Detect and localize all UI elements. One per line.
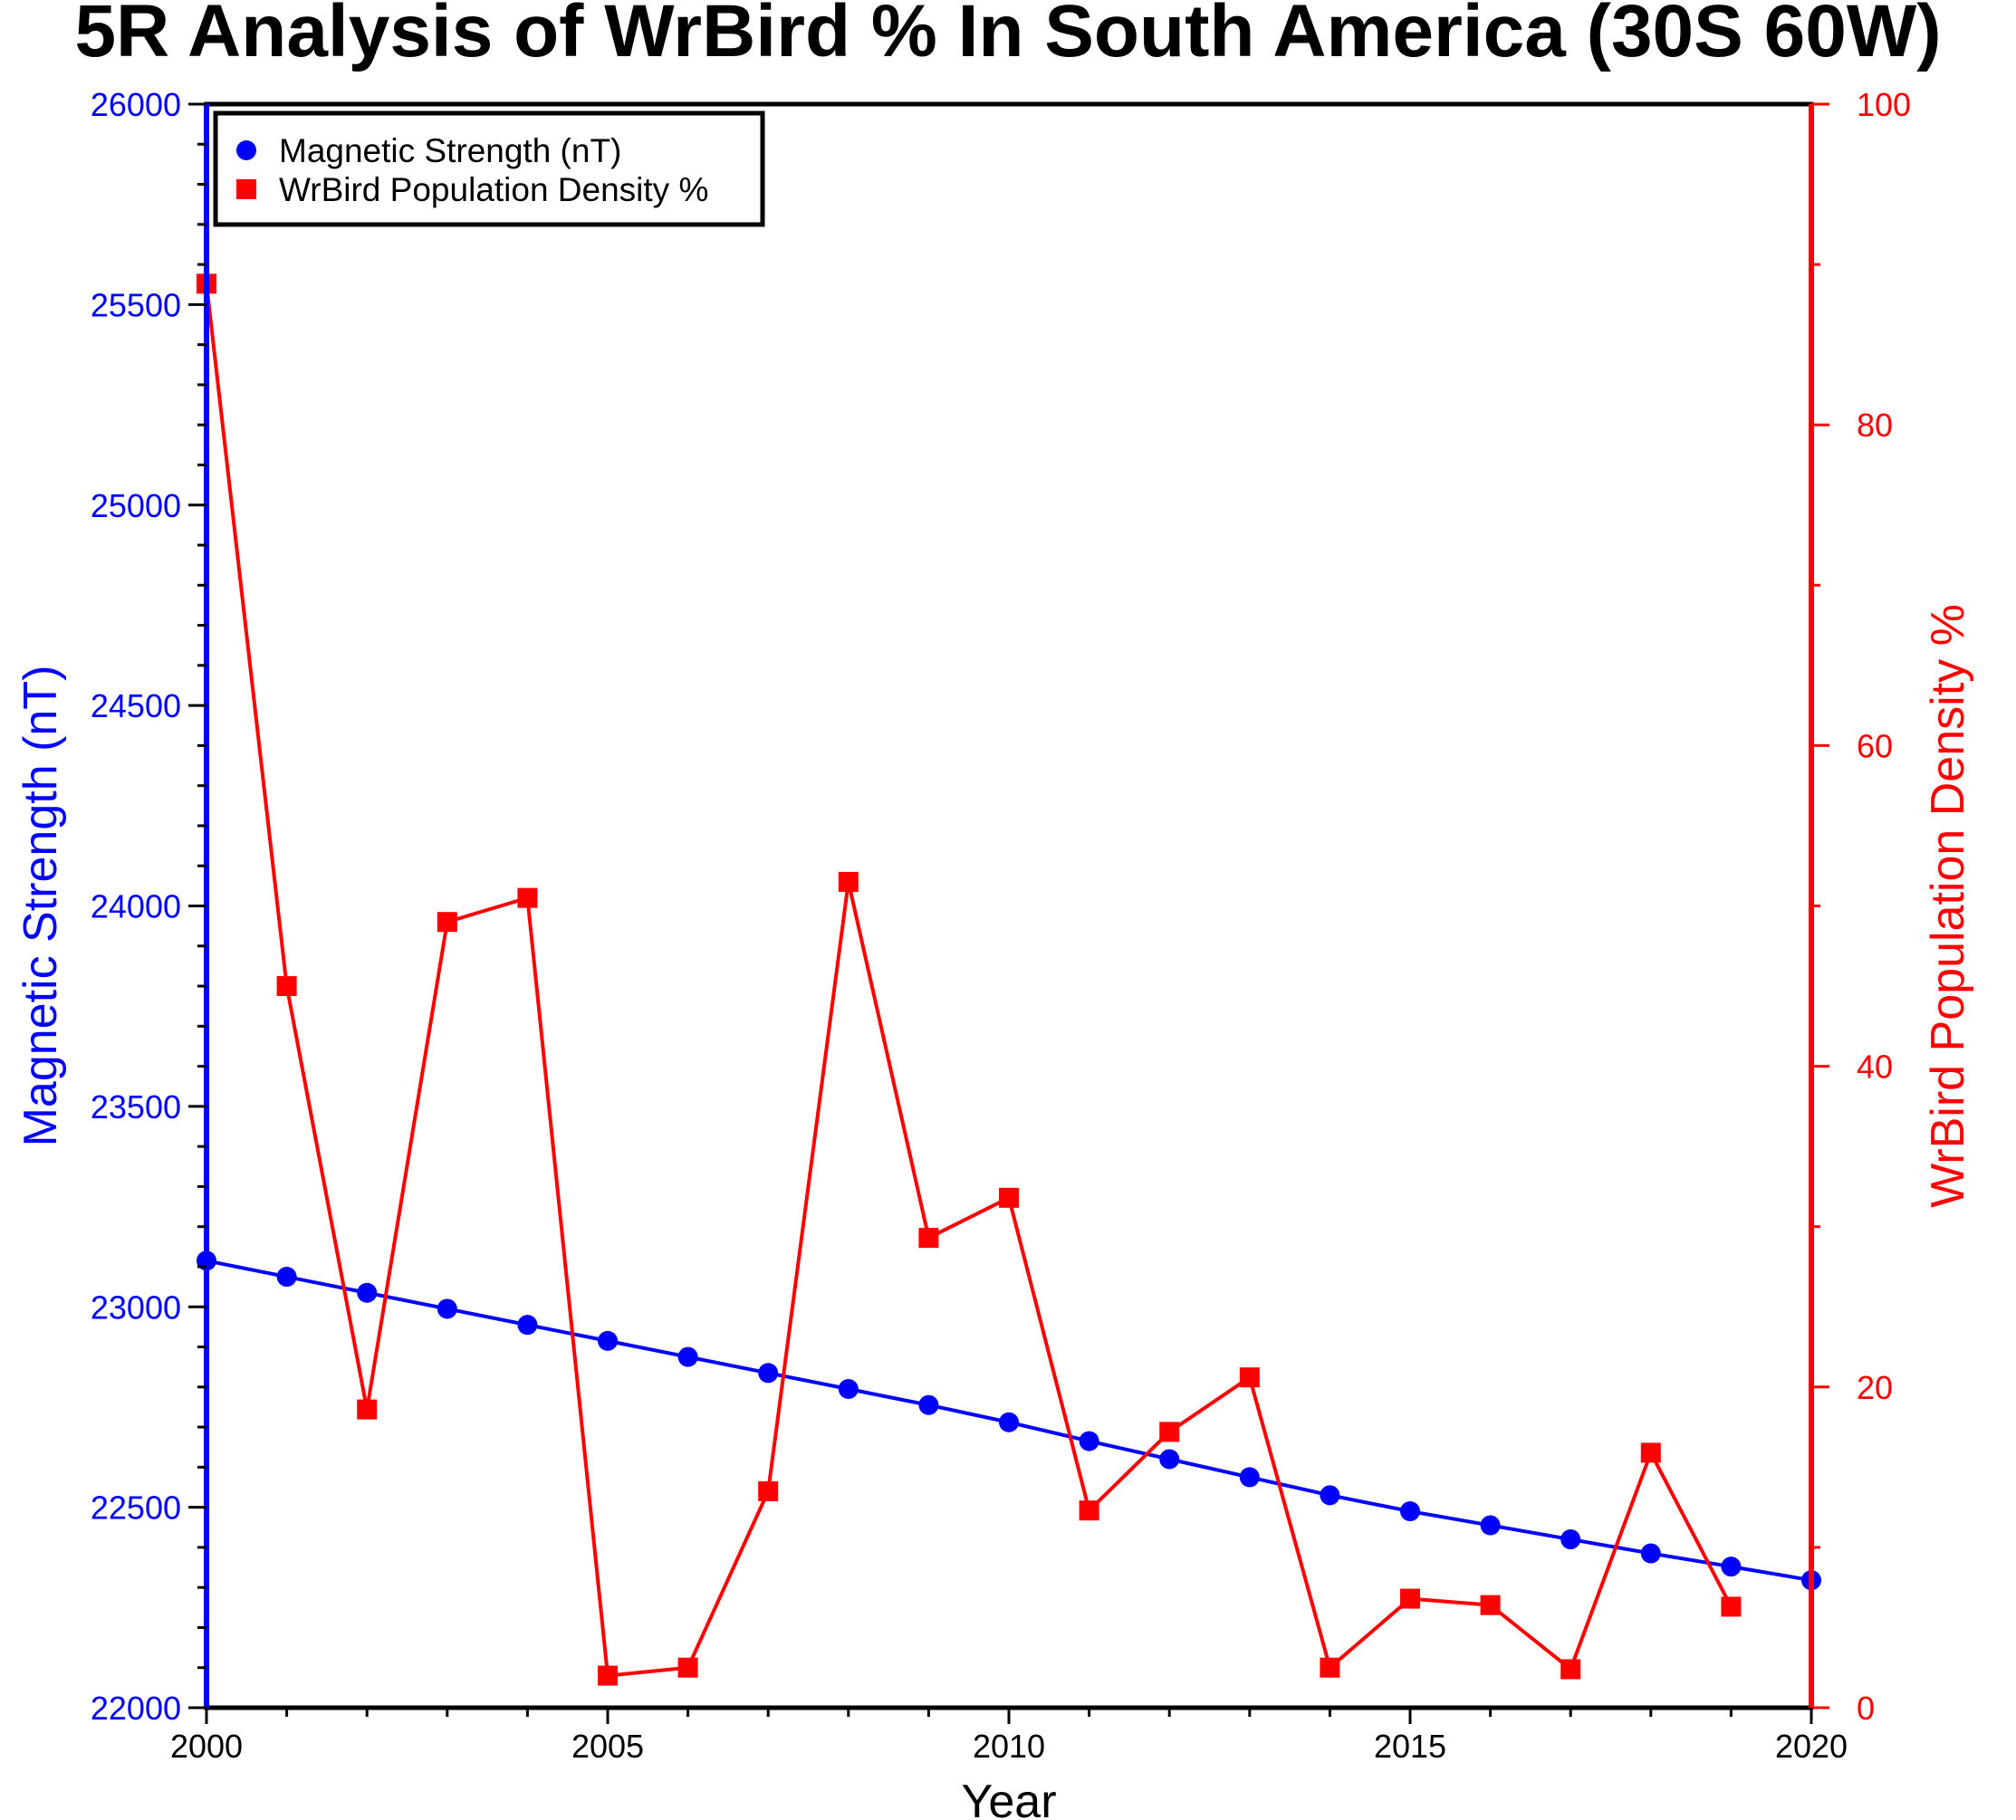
data-point-wrbird-density [1721, 1596, 1742, 1617]
series-line-wrbird-density [205, 283, 1733, 1678]
data-point-wrbird-density [918, 1228, 939, 1249]
data-point-wrbird-density [1480, 1595, 1501, 1615]
x-axis-label: Year [961, 1776, 1056, 1820]
plot-frame [204, 101, 1814, 1710]
data-point-wrbird-density [1079, 1500, 1099, 1521]
right-tick-label: 20 [1857, 1369, 1893, 1406]
data-point-magnetic-strength [999, 1412, 1019, 1432]
legend: Magnetic Strength (nT) WrBird Population… [213, 110, 765, 227]
data-point-wrbird-density [838, 871, 859, 892]
data-point-magnetic-strength [1400, 1501, 1420, 1522]
data-point-wrbird-density [276, 976, 297, 997]
legend-marker-wrbird-density [236, 179, 256, 199]
data-point-magnetic-strength [276, 1267, 297, 1288]
data-point-magnetic-strength [758, 1363, 779, 1384]
data-point-magnetic-strength [598, 1330, 618, 1351]
data-point-wrbird-density [598, 1665, 618, 1686]
x-tick-label: 2020 [1775, 1728, 1848, 1765]
legend-marker-magnetic-strength [236, 140, 256, 160]
right-y-axis: 0 20 40 60 80 100 [1809, 86, 1911, 1727]
right-tick-label: 40 [1857, 1049, 1893, 1086]
data-point-wrbird-density [517, 887, 538, 908]
data-point-wrbird-density [758, 1480, 779, 1501]
data-point-wrbird-density [1400, 1588, 1420, 1609]
data-point-magnetic-strength [1159, 1449, 1180, 1470]
left-tick-label: 23000 [91, 1288, 181, 1326]
data-point-magnetic-strength [437, 1298, 457, 1319]
data-point-magnetic-strength [1079, 1431, 1099, 1451]
data-point-wrbird-density [1560, 1659, 1581, 1680]
data-point-magnetic-strength [1480, 1515, 1501, 1536]
legend-box [213, 110, 765, 227]
left-y-axis-label: Magnetic Strength (nT) [14, 666, 67, 1147]
data-point-magnetic-strength [357, 1282, 378, 1303]
x-tick-label: 2015 [1374, 1728, 1446, 1765]
right-y-axis-label: WrBird Population Density % [1922, 604, 1974, 1208]
right-tick-label: 0 [1857, 1690, 1875, 1727]
right-tick-label: 60 [1857, 727, 1893, 764]
data-point-magnetic-strength [918, 1394, 939, 1415]
data-point-magnetic-strength [1640, 1543, 1661, 1564]
right-tick-label: 80 [1857, 407, 1893, 444]
legend-label-wrbird-density: WrBird Population Density % [279, 171, 708, 208]
series-layer [197, 273, 1821, 1686]
left-tick-label: 24000 [91, 888, 181, 925]
data-point-magnetic-strength [1320, 1485, 1340, 1506]
left-tick-label: 25500 [91, 286, 181, 323]
data-point-magnetic-strength [677, 1346, 698, 1367]
left-tick-label: 22500 [91, 1490, 181, 1527]
data-point-wrbird-density [357, 1399, 378, 1420]
legend-label-magnetic-strength: Magnetic Strength (nT) [279, 132, 621, 169]
data-point-magnetic-strength [1560, 1529, 1581, 1550]
left-tick-label: 26000 [91, 86, 181, 123]
chart-title: 5R Analysis of WrBird % In South America… [74, 0, 1941, 72]
x-tick-label: 2000 [170, 1728, 243, 1765]
left-tick-label: 22000 [91, 1690, 181, 1727]
left-y-axis: 22000 22500 23000 23500 24000 24500 25000 25500… [91, 86, 209, 1727]
x-axis: 2000 2005 2010 2015 2020 [170, 1708, 1848, 1765]
data-point-wrbird-density [437, 912, 457, 933]
data-point-magnetic-strength [1239, 1467, 1260, 1488]
x-tick-label: 2010 [973, 1728, 1045, 1765]
x-tick-label: 2005 [571, 1728, 644, 1765]
data-point-wrbird-density [1239, 1367, 1260, 1388]
data-point-magnetic-strength [517, 1315, 538, 1336]
left-tick-label: 25000 [91, 487, 181, 524]
data-point-wrbird-density [1640, 1442, 1661, 1463]
right-tick-label: 100 [1857, 86, 1911, 123]
left-tick-label: 23500 [91, 1088, 181, 1126]
data-point-magnetic-strength [838, 1379, 859, 1400]
data-point-magnetic-strength [1721, 1557, 1742, 1577]
data-point-wrbird-density [1159, 1422, 1180, 1442]
data-point-wrbird-density [999, 1187, 1019, 1208]
data-point-wrbird-density [677, 1657, 698, 1678]
left-tick-label: 24500 [91, 687, 181, 724]
data-point-wrbird-density [1320, 1657, 1340, 1678]
plot-area [204, 101, 1814, 1710]
